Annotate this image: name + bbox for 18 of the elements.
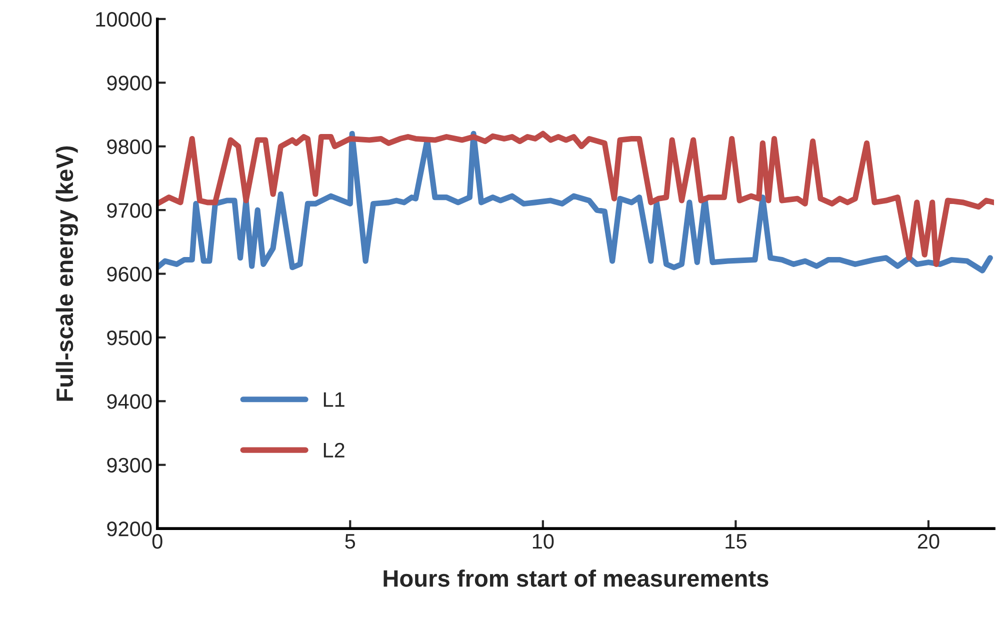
x-tick-label: 10: [532, 534, 554, 549]
legend-label: L1: [324, 392, 344, 407]
y-tick-label: 10000: [96, 12, 152, 27]
x-axis-title: Hours from start of measurements: [384, 570, 768, 587]
y-tick-label: 9700: [107, 203, 152, 218]
y-tick-label: 9300: [107, 458, 152, 473]
y-tick-label: 9200: [107, 522, 152, 536]
y-tick-label: 9400: [107, 394, 152, 409]
x-tick-label: 15: [726, 534, 746, 549]
y-tick-label: 9500: [107, 330, 152, 346]
x-tick-label: 5: [345, 534, 356, 549]
legend-label: L2: [324, 442, 344, 458]
x-tick-label: 20: [918, 534, 940, 549]
y-tick-label: 9600: [107, 266, 152, 282]
x-tick-label: 0: [152, 534, 162, 549]
y-tick-label: 9900: [107, 76, 152, 90]
y-tick-label: 9800: [107, 139, 152, 154]
y-axis-title: Full-scale energy (keV): [56, 146, 78, 401]
